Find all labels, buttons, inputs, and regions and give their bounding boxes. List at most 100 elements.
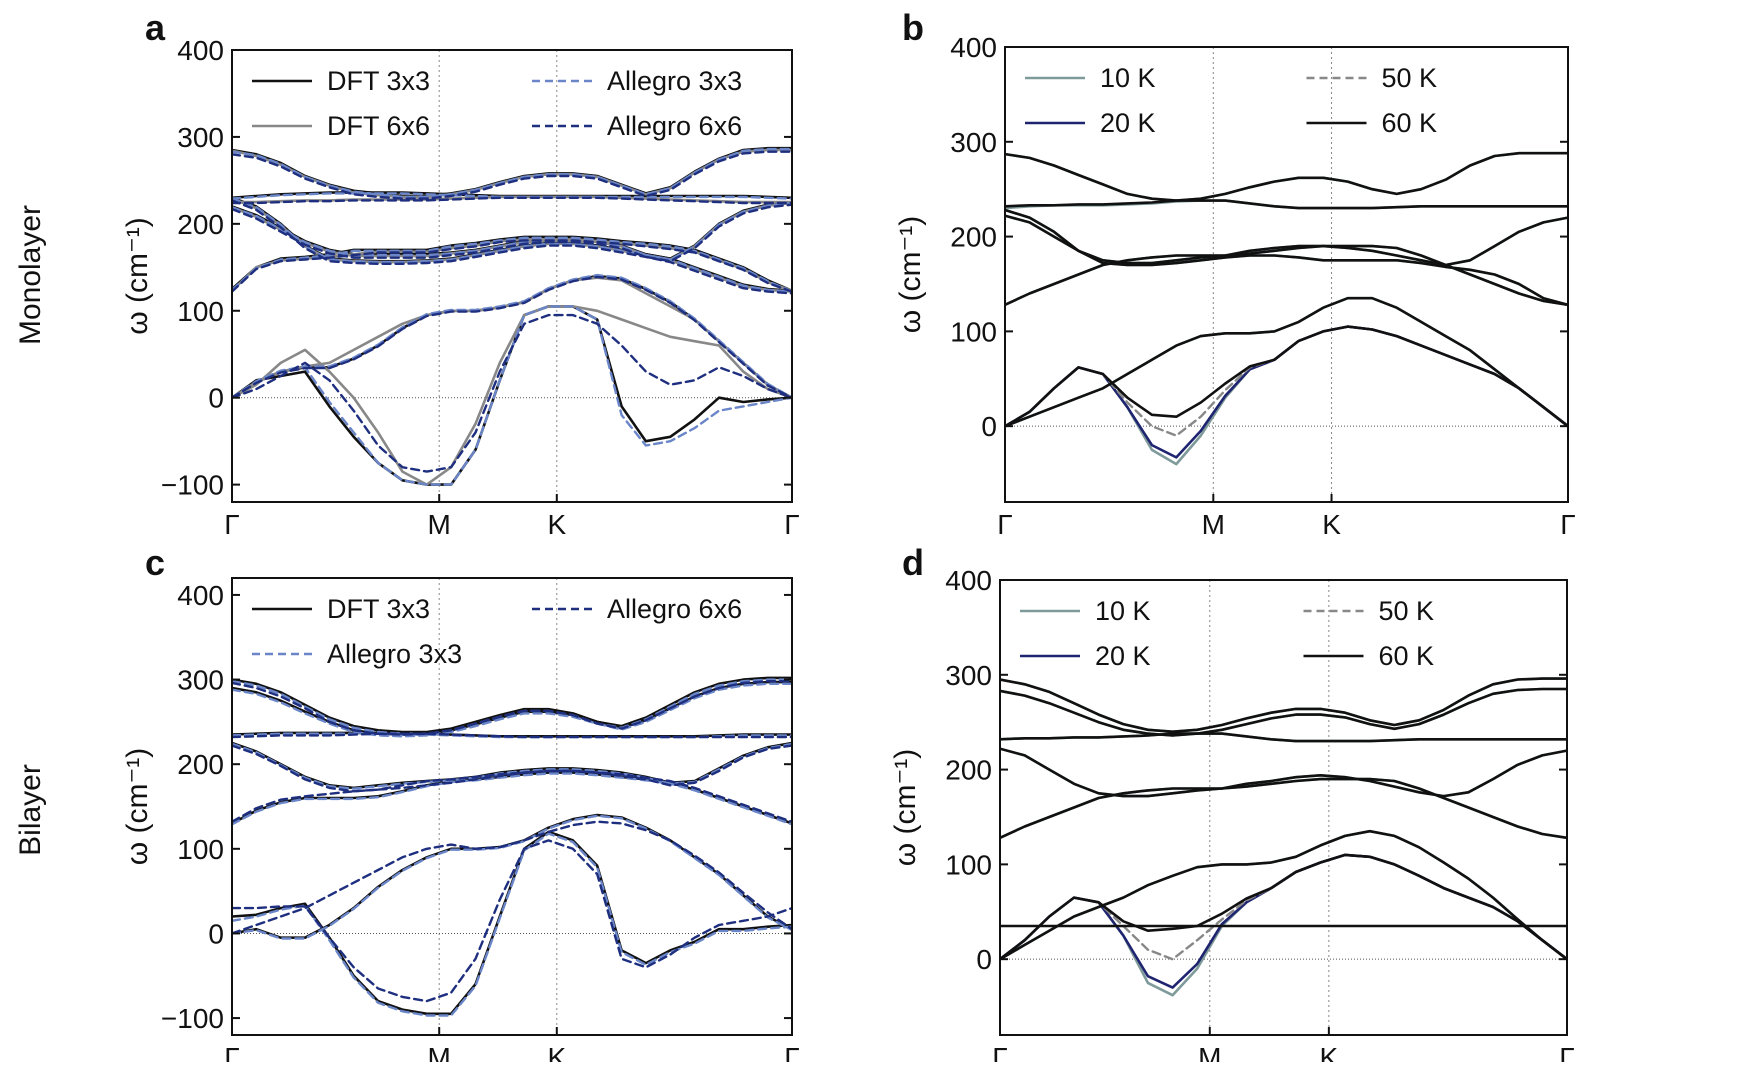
series-line-60-k-branch-4 (1005, 199, 1568, 210)
series-line-allegro-6x6-branch-1 (232, 820, 792, 935)
y-axis-label: ω (cm⁻¹) (121, 748, 154, 866)
series-line-60-k-branch-0 (1005, 325, 1568, 428)
y-tick-label: 200 (950, 222, 997, 253)
y-tick-label: 100 (177, 296, 224, 327)
plot-frame (999, 579, 1568, 1036)
series-line-allegro-3x3-branch-6 (232, 201, 792, 261)
series-line-allegro-6x6-branch-5 (232, 744, 792, 793)
series-line-60-k-branch-2 (1005, 244, 1568, 307)
y-tick-label: 400 (177, 35, 224, 66)
series-line-10-k-branch-1 (1000, 829, 1567, 961)
legend-label-allegro-3x3: Allegro 3x3 (327, 639, 462, 669)
panel-d: d 0 100 200 300 400 Γ M K Γω (cm⁻¹) 10 K 50 K 20 K 60… (889, 542, 1575, 1067)
x-tick-label-3: Γ (784, 1042, 799, 1062)
legend: 10 K 50 K 20 K 60 K (1020, 596, 1434, 671)
series-group (232, 676, 792, 1017)
y-tick-label: 300 (945, 660, 992, 691)
series-line-60-k-branch-1 (1005, 296, 1568, 428)
legend-label-dft-3x3: DFT 3x3 (327, 66, 430, 96)
series-line-allegro-3x3-branch-3 (232, 147, 792, 199)
x-tick-label-2: K (1322, 509, 1341, 540)
series-line-60-k-branch-7 (1000, 747, 1567, 798)
panel-a: a −100 0 100 200 300 400 Γ M K Γω (cm⁻¹) DFT 3x3 All… (121, 7, 800, 540)
series-line-dft-6x6-branch-3 (232, 148, 792, 199)
plot-frame (231, 49, 793, 503)
legend-label-dft-3x3: DFT 3x3 (327, 594, 430, 624)
series-group (232, 146, 792, 486)
legend-label-10-k: 10 K (1095, 596, 1151, 626)
series-line-allegro-6x6-branch-0 (232, 839, 792, 1003)
series-line-60-k-branch-0 (1000, 853, 1567, 961)
series-line-10-k-branch-3 (1000, 677, 1567, 733)
y-axis-label: ω (cm⁻¹) (889, 749, 922, 867)
x-tick-label-1: M (428, 1042, 451, 1062)
series-line-dft-3x3-branch-3 (232, 676, 792, 734)
y-tick-label: 0 (208, 918, 224, 949)
plot-frame (231, 577, 793, 1036)
series-line-60-k-branch-6 (1000, 732, 1567, 743)
y-tick-label: 100 (177, 834, 224, 865)
panel-letter-c: c (145, 542, 165, 583)
series-line-allegro-3x3-branch-1 (232, 273, 792, 399)
panel-letter-a: a (145, 7, 166, 48)
series-line-allegro-3x3-branch-2 (232, 236, 792, 293)
series-line-60-k-branch-4 (1000, 677, 1567, 733)
series-line-60-k-branch-3 (1000, 777, 1567, 840)
y-tick-label: 300 (950, 127, 997, 158)
y-axis-label: ω (cm⁻¹) (894, 216, 927, 334)
series-line-60-k-branch-5 (1005, 208, 1568, 307)
panel-letter-d: d (902, 542, 924, 583)
series-line-20-k-branch-0 (1005, 325, 1568, 459)
series-line-allegro-6x6-branch-4 (232, 199, 792, 295)
x-tick-label-1: M (1198, 1042, 1221, 1062)
legend-label-allegro-6x6: Allegro 6x6 (607, 594, 742, 624)
series-line-allegro-6x6-branch-6 (232, 203, 792, 263)
y-tick-label: 400 (945, 565, 992, 596)
series-group (1005, 151, 1568, 466)
series-line-allegro-6x6-branch-3 (232, 150, 792, 200)
legend-label-60-k: 60 K (1379, 641, 1435, 671)
y-tick-label: 0 (981, 411, 997, 442)
y-tick-label: −100 (161, 1003, 224, 1034)
series-line-60-k-branch-1 (1000, 829, 1567, 961)
series-line-50-k-branch-0 (1005, 325, 1568, 437)
y-tick-label: 200 (177, 209, 224, 240)
legend-label-dft-6x6: DFT 6x6 (327, 111, 430, 141)
series-line-allegro-3x3-branch-4 (232, 682, 792, 738)
legend-label-allegro-6x6: Allegro 6x6 (607, 111, 742, 141)
series-line-allegro-3x3-branch-1 (232, 814, 792, 940)
legend-label-50-k: 50 K (1379, 596, 1435, 626)
y-tick-label: 0 (976, 944, 992, 975)
legend: 10 K 50 K 20 K 60 K (1025, 63, 1437, 138)
legend: DFT 3x3 Allegro 6x6 Allegro 3x3 (252, 594, 742, 669)
series-line-20-k-branch-0 (1000, 853, 1567, 989)
series-line-allegro-6x6-branch-3 (232, 680, 792, 736)
plot-frame (1004, 46, 1569, 503)
y-tick-label: 300 (177, 122, 224, 153)
x-tick-label-3: Γ (784, 509, 799, 540)
y-tick-label: 400 (177, 580, 224, 611)
legend-label-allegro-3x3: Allegro 3x3 (607, 66, 742, 96)
series-line-60-k-branch-5 (1000, 687, 1567, 737)
series-line-allegro-6x6-branch-1 (232, 275, 792, 399)
x-tick-label-2: K (547, 1042, 566, 1062)
legend-label-20-k: 20 K (1100, 108, 1156, 138)
series-line-allegro-6x6-branch-2 (232, 769, 792, 823)
x-tick-label-2: K (1320, 1042, 1339, 1062)
series-line-60-k-branch-6 (1005, 214, 1568, 267)
series-line-allegro-3x3-branch-2 (232, 772, 792, 826)
legend-label-10-k: 10 K (1100, 63, 1156, 93)
series-line-10-k-branch-0 (1005, 325, 1568, 466)
y-tick-label: 400 (950, 32, 997, 63)
panel-letter-b: b (902, 7, 924, 48)
x-tick-label-0: Γ (992, 1042, 1007, 1062)
series-line-dft-3x3-branch-3 (232, 146, 792, 198)
series-line-50-k-branch-0 (1000, 853, 1567, 961)
y-tick-label: 200 (945, 755, 992, 786)
row-label-monolayer: Monolayer (14, 205, 47, 345)
series-line-allegro-6x6-branch-5 (232, 196, 792, 205)
panel-c: c −100 0 100 200 300 400 Γ M K Γω (cm⁻¹) DFT 3x3 All… (121, 542, 800, 1067)
y-tick-label: 300 (177, 665, 224, 696)
panel-b: b 0 100 200 300 400 Γ M K Γω (cm⁻¹) 10 K 50 K 20 K 60… (894, 7, 1576, 540)
